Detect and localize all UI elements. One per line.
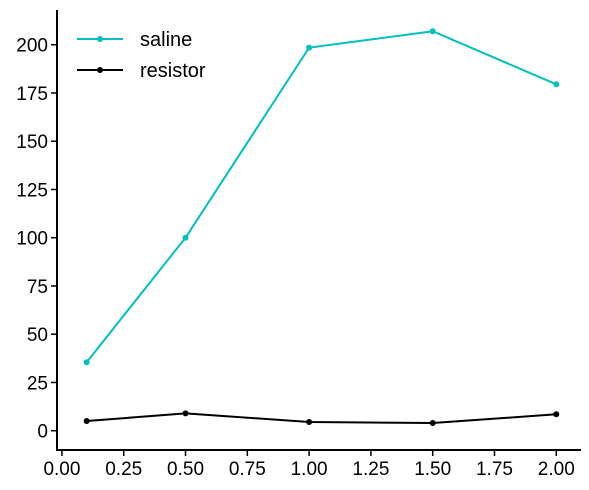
x-tick-label: 1.75 <box>476 459 513 480</box>
legend-item-saline: saline <box>77 29 192 51</box>
legend: saline resistor <box>77 29 206 82</box>
y-tick-label: 150 <box>16 132 48 153</box>
y-tick-label: 125 <box>16 180 48 201</box>
x-tick-label: 1.25 <box>352 459 389 480</box>
data-point-resistor <box>429 419 436 426</box>
x-tick-label: 0.75 <box>229 459 266 480</box>
x-tick-label: 1.00 <box>291 459 328 480</box>
y-tick-label: 75 <box>27 277 48 298</box>
axes: 0 25 50 75 100 125 150 175 200 0.00 0.25 0.50 0.75 1.… <box>16 10 581 480</box>
legend-marker <box>97 67 103 73</box>
y-tick-label: 175 <box>16 84 48 105</box>
y-tick-label: 0 <box>37 422 48 443</box>
series-line-resistor <box>86 412 557 424</box>
x-tick-label: 0.00 <box>43 459 80 480</box>
legend-marker <box>97 36 103 42</box>
data-point-saline <box>306 44 313 51</box>
data-point-resistor <box>83 418 90 425</box>
legend-item-resistor: resistor <box>77 60 206 82</box>
y-tick-label: 100 <box>16 229 48 250</box>
series-layer <box>83 28 560 426</box>
data-point-resistor <box>306 419 313 426</box>
series-resistor <box>83 410 560 426</box>
data-point-saline <box>83 359 90 366</box>
y-tick-label: 50 <box>27 325 48 346</box>
x-tick-label: 2.00 <box>538 459 575 480</box>
x-tick-label: 0.50 <box>167 459 204 480</box>
data-point-saline <box>182 234 189 241</box>
series-saline <box>83 28 560 366</box>
data-point-saline <box>553 81 560 88</box>
x-tick-label: 1.50 <box>414 459 451 480</box>
legend-label: saline <box>140 29 192 51</box>
y-tick-label: 200 <box>16 36 48 57</box>
x-tick-label: 0.25 <box>105 459 142 480</box>
data-point-saline <box>429 28 436 35</box>
data-point-resistor <box>182 410 189 417</box>
legend-label: resistor <box>140 60 206 82</box>
y-tick-label: 25 <box>27 373 48 394</box>
data-point-resistor <box>553 411 560 418</box>
